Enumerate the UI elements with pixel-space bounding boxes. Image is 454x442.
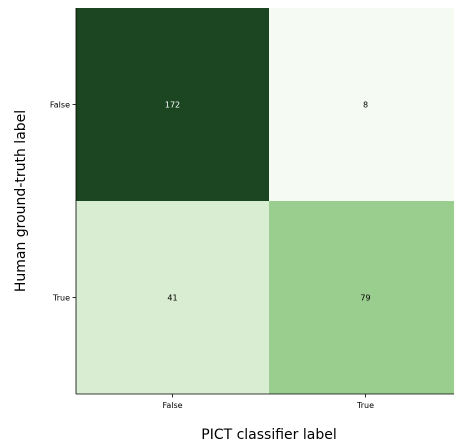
cell-value-0-1: 8 xyxy=(363,101,368,110)
y-axis-label: Human ground-truth label xyxy=(13,110,29,292)
heatmap-cell-0-1 xyxy=(269,8,454,201)
heatmap-cell-0-0 xyxy=(76,8,269,201)
cell-value-1-1: 79 xyxy=(360,294,370,303)
cell-value-labels: 172 8 41 79 xyxy=(165,101,371,303)
x-axis-label: PICT classifier label xyxy=(201,427,337,442)
plot-axes xyxy=(75,8,454,395)
y-tick-label: False xyxy=(50,101,70,110)
axis-ticks: False True False True xyxy=(50,101,374,411)
x-tick-label: True xyxy=(356,401,374,410)
heatmap-cell-1-0 xyxy=(76,201,269,394)
x-tick-label: False xyxy=(162,401,182,410)
cell-value-0-0: 172 xyxy=(165,101,180,110)
y-tick-label: True xyxy=(52,294,70,303)
heatmap-cell-1-1 xyxy=(269,201,454,394)
heatmap-cells xyxy=(76,8,454,394)
cell-value-1-0: 41 xyxy=(167,294,177,303)
